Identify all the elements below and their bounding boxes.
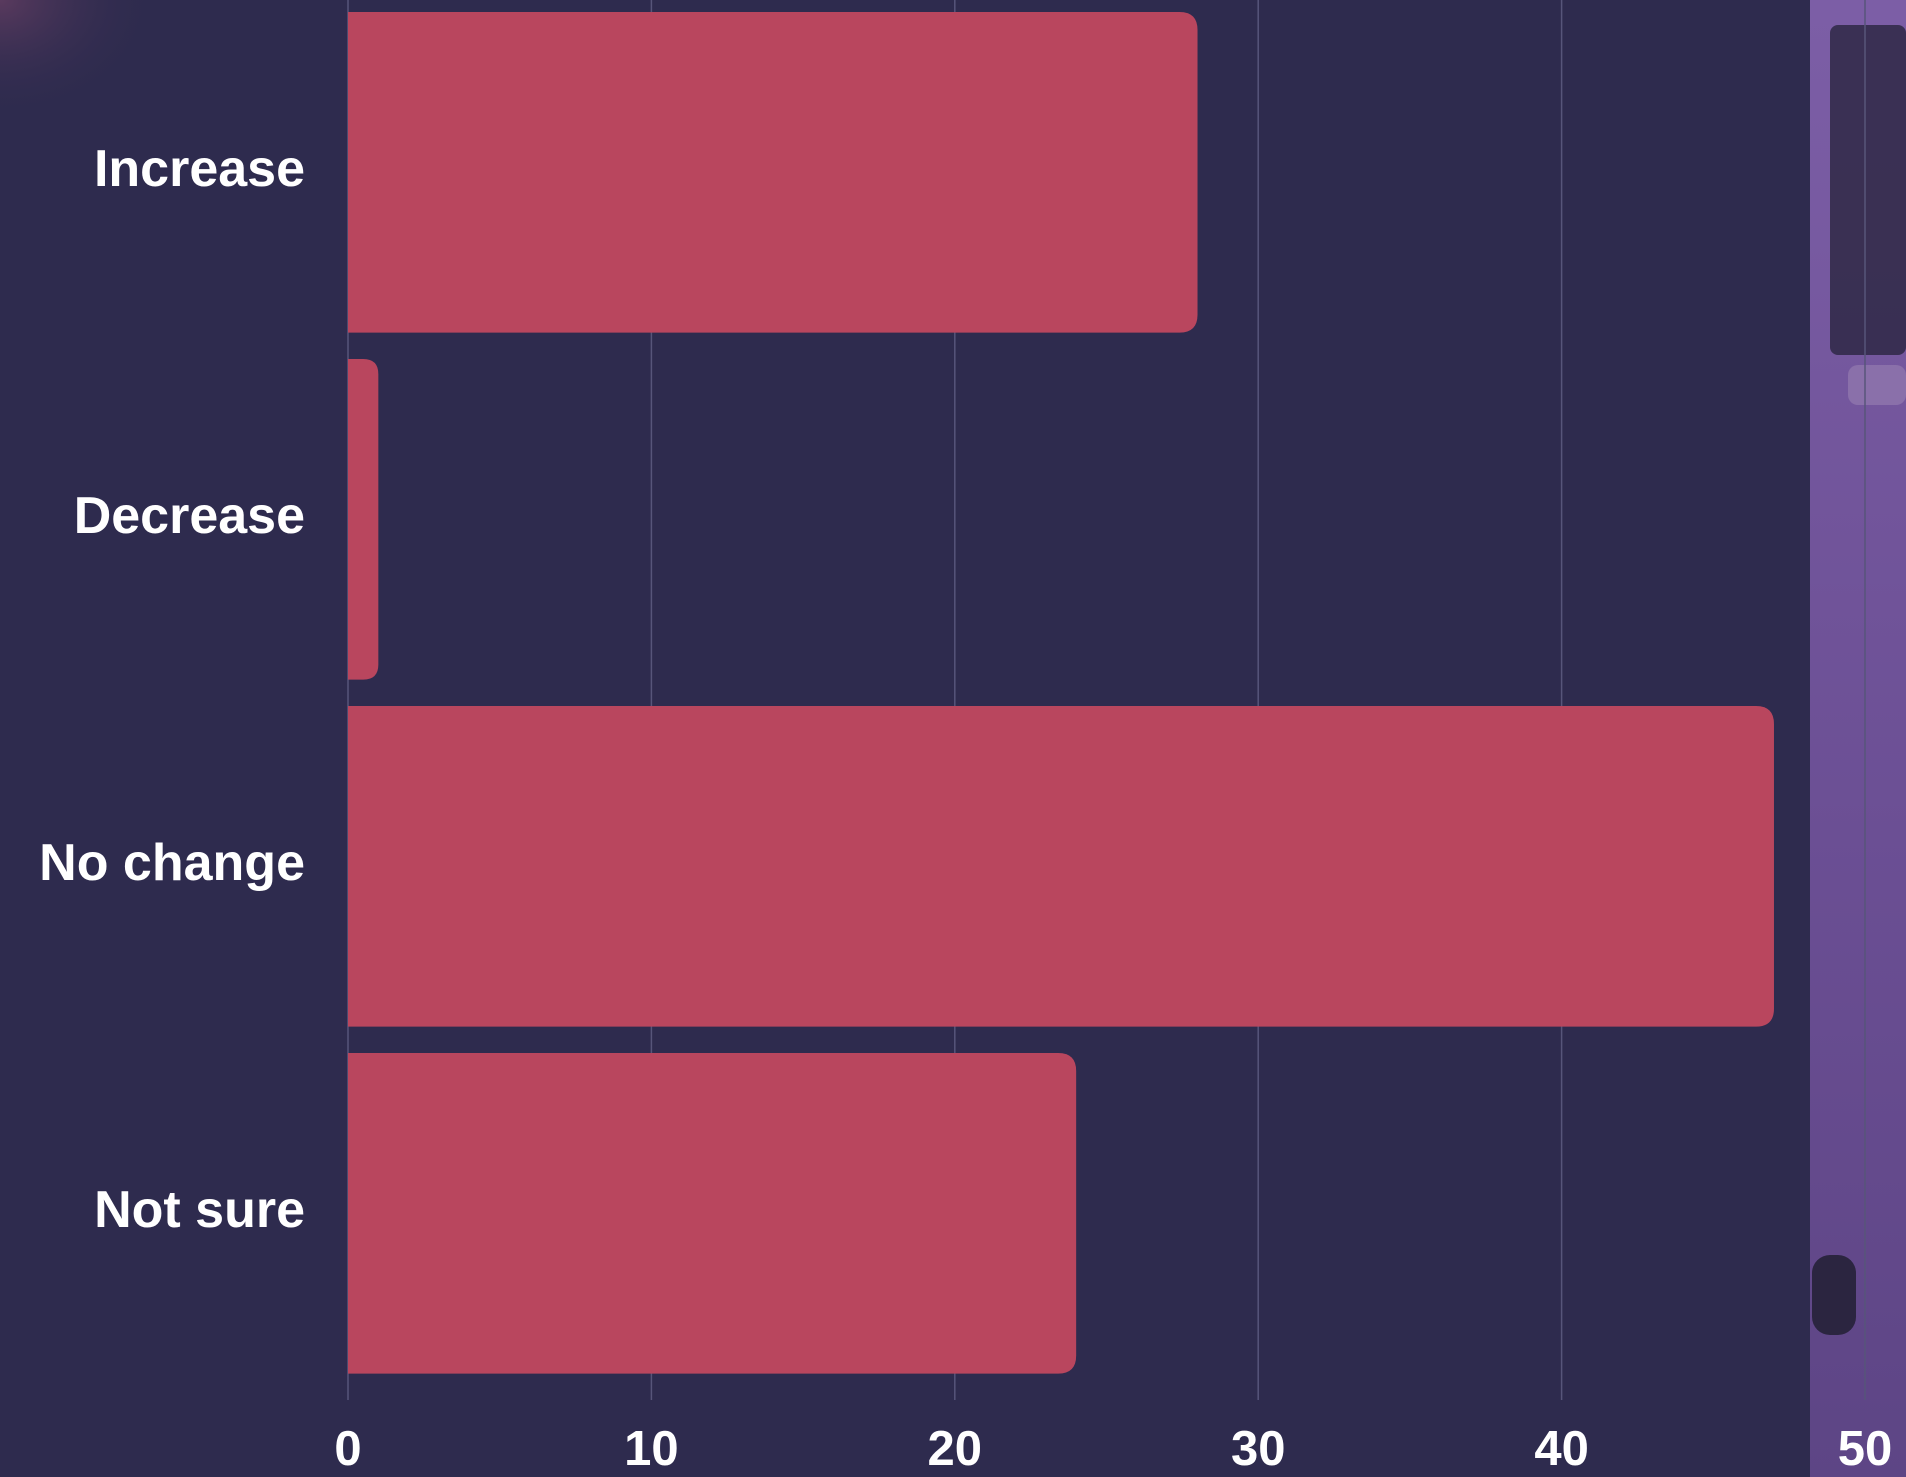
y-tick-label: Increase	[94, 140, 305, 198]
background-glow	[0, 0, 160, 120]
x-tick-label: 20	[928, 1422, 983, 1476]
chair-wheel	[1812, 1255, 1856, 1335]
x-tick-label: 50	[1838, 1422, 1893, 1476]
y-tick-label: No change	[39, 834, 305, 892]
y-tick-label: Decrease	[74, 487, 305, 545]
x-tick-label: 10	[624, 1422, 679, 1476]
x-tick-label: 0	[334, 1422, 361, 1476]
bar	[348, 706, 1774, 1027]
bar	[348, 1053, 1077, 1374]
chair-arm	[1848, 365, 1906, 405]
chair-back	[1830, 25, 1906, 355]
bar	[348, 12, 1198, 333]
y-tick-label: Not sure	[94, 1181, 305, 1239]
bar	[348, 359, 379, 680]
x-tick-label: 40	[1534, 1422, 1589, 1476]
x-tick-label: 30	[1231, 1422, 1286, 1476]
